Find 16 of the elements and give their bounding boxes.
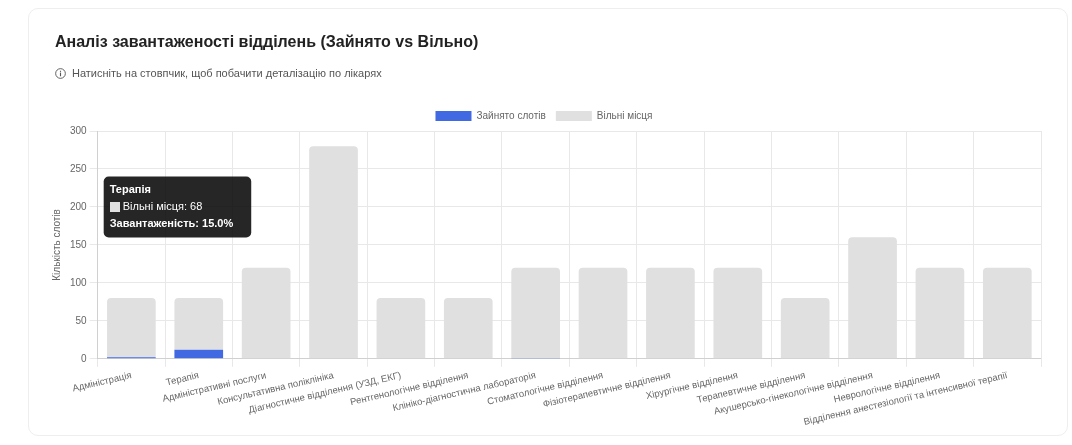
annotation: Терапія: [109, 183, 151, 196]
legend-label: Вільні місця: [596, 109, 653, 121]
y-tick-label: 0: [81, 352, 88, 364]
chart-subtitle: Натисніть на стовпчик, щоб побачити деталізацію по лікарях: [72, 67, 382, 79]
y-axis-title: Кількість слотів: [50, 209, 62, 281]
y-tick-label: 250: [70, 162, 88, 174]
annotation: Вільні місця: 68: [122, 200, 203, 213]
bar: [174, 349, 224, 359]
annotation: Завантаженість: 15.0%: [109, 217, 234, 230]
chart-title: Аналіз завантаженості відділень (Зайнято vs Вільно): [55, 33, 479, 51]
legend-label: Зайнято слотів: [476, 109, 546, 121]
y-tick-label: 50: [75, 314, 88, 326]
y-tick-label: 200: [70, 200, 88, 212]
y-tick-label: 150: [70, 238, 88, 250]
y-tick-label: 100: [70, 276, 88, 288]
y-tick-label: 300: [70, 124, 88, 136]
